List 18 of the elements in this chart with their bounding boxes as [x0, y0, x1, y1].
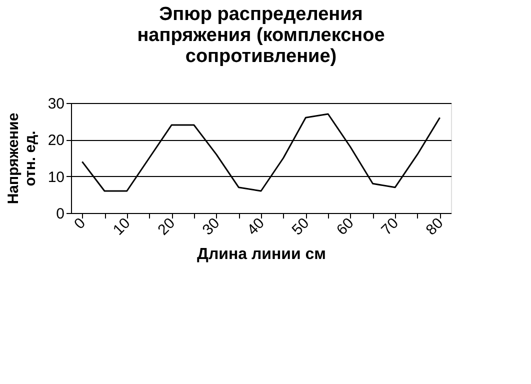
y-tick-label: 20	[48, 132, 64, 150]
x-axis-title: Длина линии см	[197, 246, 326, 263]
y-tick-label: 10	[48, 168, 64, 186]
text: отн. ед.	[22, 130, 39, 186]
text: сопротивление)	[185, 46, 337, 67]
y-tick-label: 30	[48, 96, 64, 112]
text: Напряжение	[4, 112, 22, 204]
text: Эпюр распределения	[159, 4, 363, 25]
x-tick-label: 50	[288, 214, 313, 239]
x-tick-label: 60	[333, 214, 358, 239]
x-tick-label: 10	[110, 214, 134, 239]
x-tick-label: 20	[154, 214, 178, 239]
x-tick-label: 30	[199, 214, 224, 239]
text: напряжения (комплексное	[137, 25, 385, 46]
x-tick-label: 40	[244, 214, 268, 239]
x-tick-label: 70	[378, 214, 402, 239]
x-tick-label: 80	[422, 214, 447, 239]
x-tick-label: 0	[71, 214, 90, 233]
